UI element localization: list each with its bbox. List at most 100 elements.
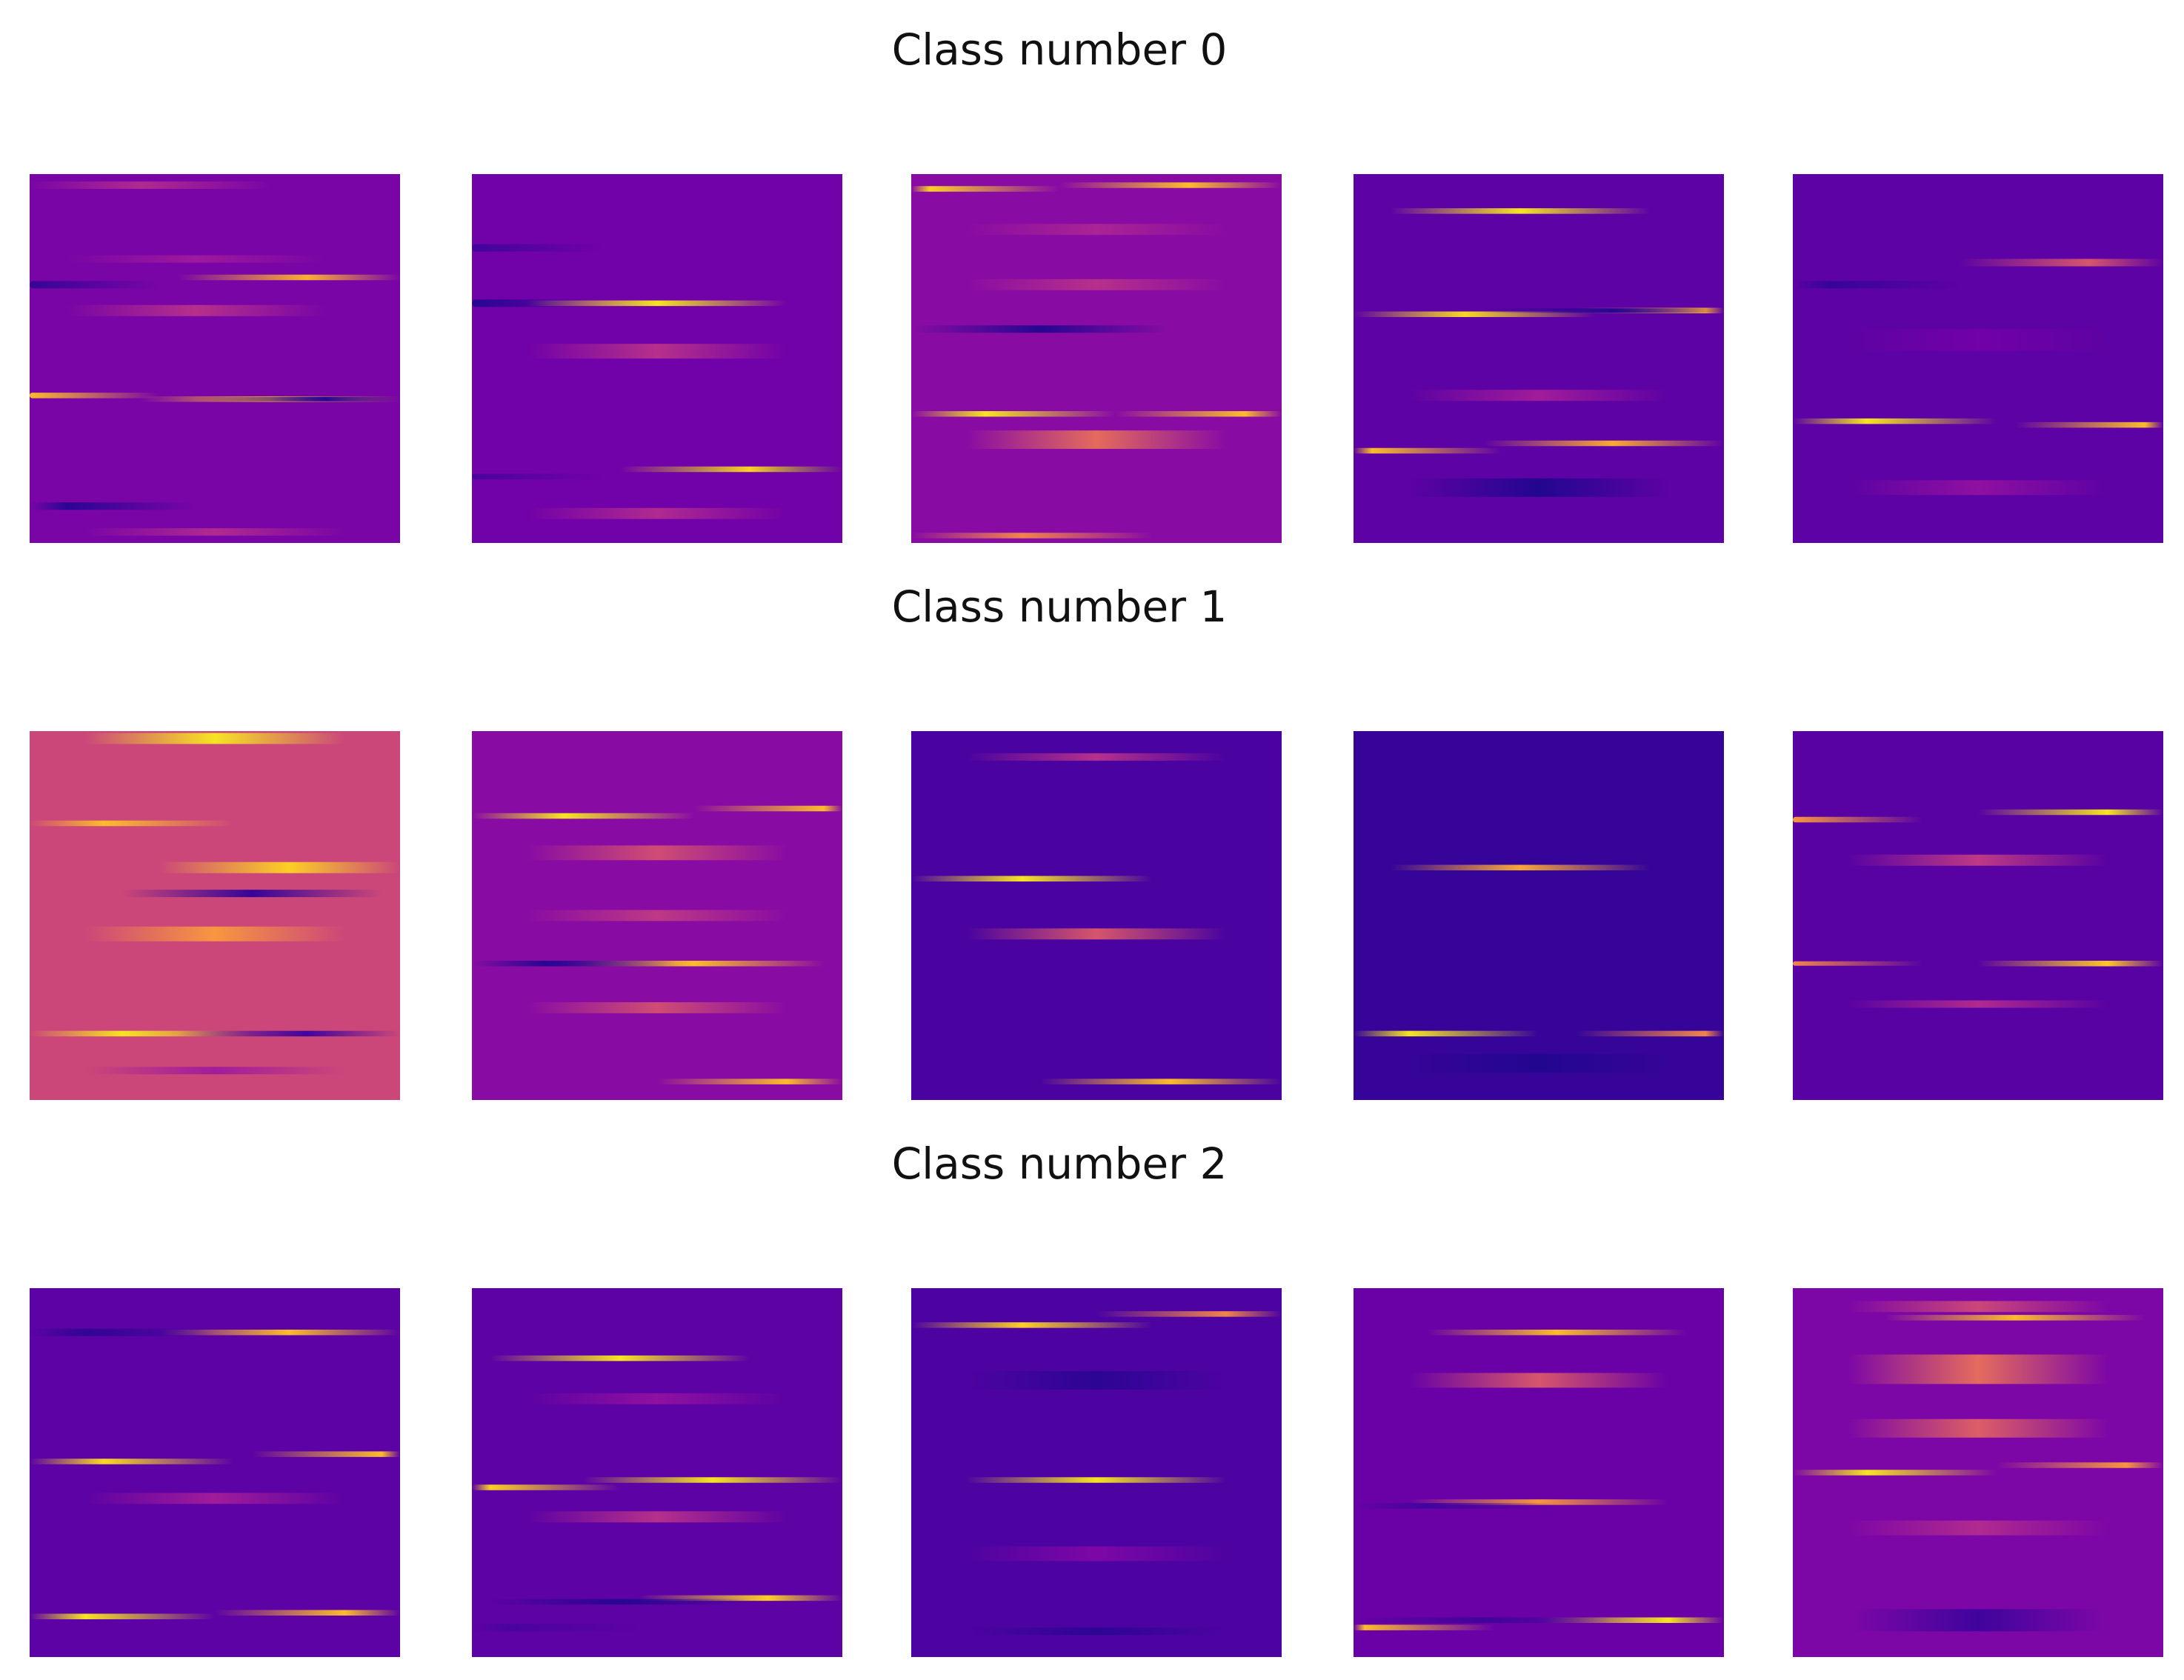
heatmap-band [472,1079,842,1084]
heatmap-band [1793,480,2163,496]
class-title-1: Class number 1 [891,581,1228,632]
heatmap-svg [1793,1288,2163,1657]
sample-image-c0-5 [1793,174,2163,543]
heatmap-band [472,1624,842,1632]
sample-image-c0-3 [911,174,1282,543]
heatmap-band [1354,440,1724,447]
heatmap-band [30,502,400,510]
heatmap-band [1793,809,2163,816]
heatmap-band [472,805,842,812]
sample-image-c2-5 [1793,1288,2163,1657]
heatmap-band [472,1393,842,1404]
heatmap-band [911,928,1282,940]
heatmap-band [1793,816,2163,823]
heatmap-band [911,533,1282,539]
heatmap-band [911,430,1282,449]
heatmap-band [1793,1419,2163,1438]
sample-image-c2-3 [911,1288,1282,1657]
sample-image-c2-1 [30,1288,400,1657]
heatmap-svg [911,174,1282,543]
heatmap-band [30,528,400,536]
heatmap-band [1354,308,1724,313]
sample-image-c1-5 [1793,731,2163,1100]
heatmap-background [30,731,400,1100]
sample-image-c1-4 [1354,731,1724,1100]
heatmap-band [472,845,842,861]
heatmap-svg [472,731,842,1100]
heatmap-band [1354,1053,1724,1073]
sample-image-c1-2 [472,731,842,1100]
heatmap-band [911,1371,1282,1390]
heatmap-background [30,1288,400,1657]
heatmap-band [472,1355,842,1361]
heatmap-svg [1354,174,1724,543]
heatmap-band [1793,259,2163,267]
heatmap-band [1793,854,2163,866]
heatmap-band [911,1477,1282,1483]
heatmap-band [1793,329,2163,352]
heatmap-svg [911,731,1282,1100]
heatmap-band [472,1599,842,1605]
heatmap-band [472,244,842,252]
heatmap-band [911,1079,1282,1084]
heatmap-band [30,181,400,189]
heatmap-band [1354,1373,1724,1388]
heatmap-band [30,281,400,289]
heatmap-band [911,753,1282,761]
heatmap-band [30,926,400,941]
heatmap-band [472,344,842,359]
heatmap-svg [1354,731,1724,1100]
class-title-2: Class number 2 [891,1139,1228,1189]
heatmap-band [30,1067,400,1075]
heatmap-band [1354,1503,1724,1509]
heatmap-band [1354,1617,1724,1623]
heatmap-band [472,961,842,967]
heatmap-band [472,473,842,480]
heatmap-svg [30,174,400,543]
heatmap-background [1793,731,2163,1100]
heatmap-svg [1793,731,2163,1100]
heatmap-band [30,1451,400,1457]
heatmap-band [1793,281,2163,289]
sample-image-c1-1 [30,731,400,1100]
heatmap-background [911,1288,1282,1657]
heatmap-band [472,1477,842,1483]
heatmap-svg [1354,1288,1724,1657]
heatmap-band [911,186,1282,192]
heatmap-band [30,1459,400,1464]
heatmap-band [1793,1315,2163,1321]
heatmap-background [1354,731,1724,1100]
heatmap-band [911,876,1282,881]
heatmap-band [1354,864,1724,870]
heatmap-svg [911,1288,1282,1657]
heatmap-band [911,1322,1282,1328]
sample-image-c2-2 [472,1288,842,1657]
heatmap-band [30,1328,400,1336]
class-title-0: Class number 0 [891,24,1228,75]
sample-image-c1-3 [911,731,1282,1100]
heatmap-svg [472,1288,842,1657]
heatmap-band [472,1484,842,1490]
heatmap-band [1793,1301,2163,1313]
heatmap-svg [30,1288,400,1657]
heatmap-band [1354,478,1724,497]
heatmap-band [30,274,400,281]
heatmap-band [1354,208,1724,214]
heatmap-band [472,300,842,307]
heatmap-band [1793,961,2163,966]
sample-image-c0-1 [30,174,400,543]
heatmap-band [1354,447,1724,454]
heatmap-svg [30,731,400,1100]
heatmap-band [472,466,842,473]
heatmap-background [1354,1288,1724,1657]
heatmap-band [1793,1609,2163,1632]
heatmap-band [472,1002,842,1013]
heatmap-band [1793,421,2163,428]
heatmap-band [911,1627,1282,1636]
heatmap-band [472,910,842,921]
heatmap-band [30,304,400,316]
heatmap-band [911,1311,1282,1317]
heatmap-svg [472,174,842,543]
heatmap-background [911,731,1282,1100]
